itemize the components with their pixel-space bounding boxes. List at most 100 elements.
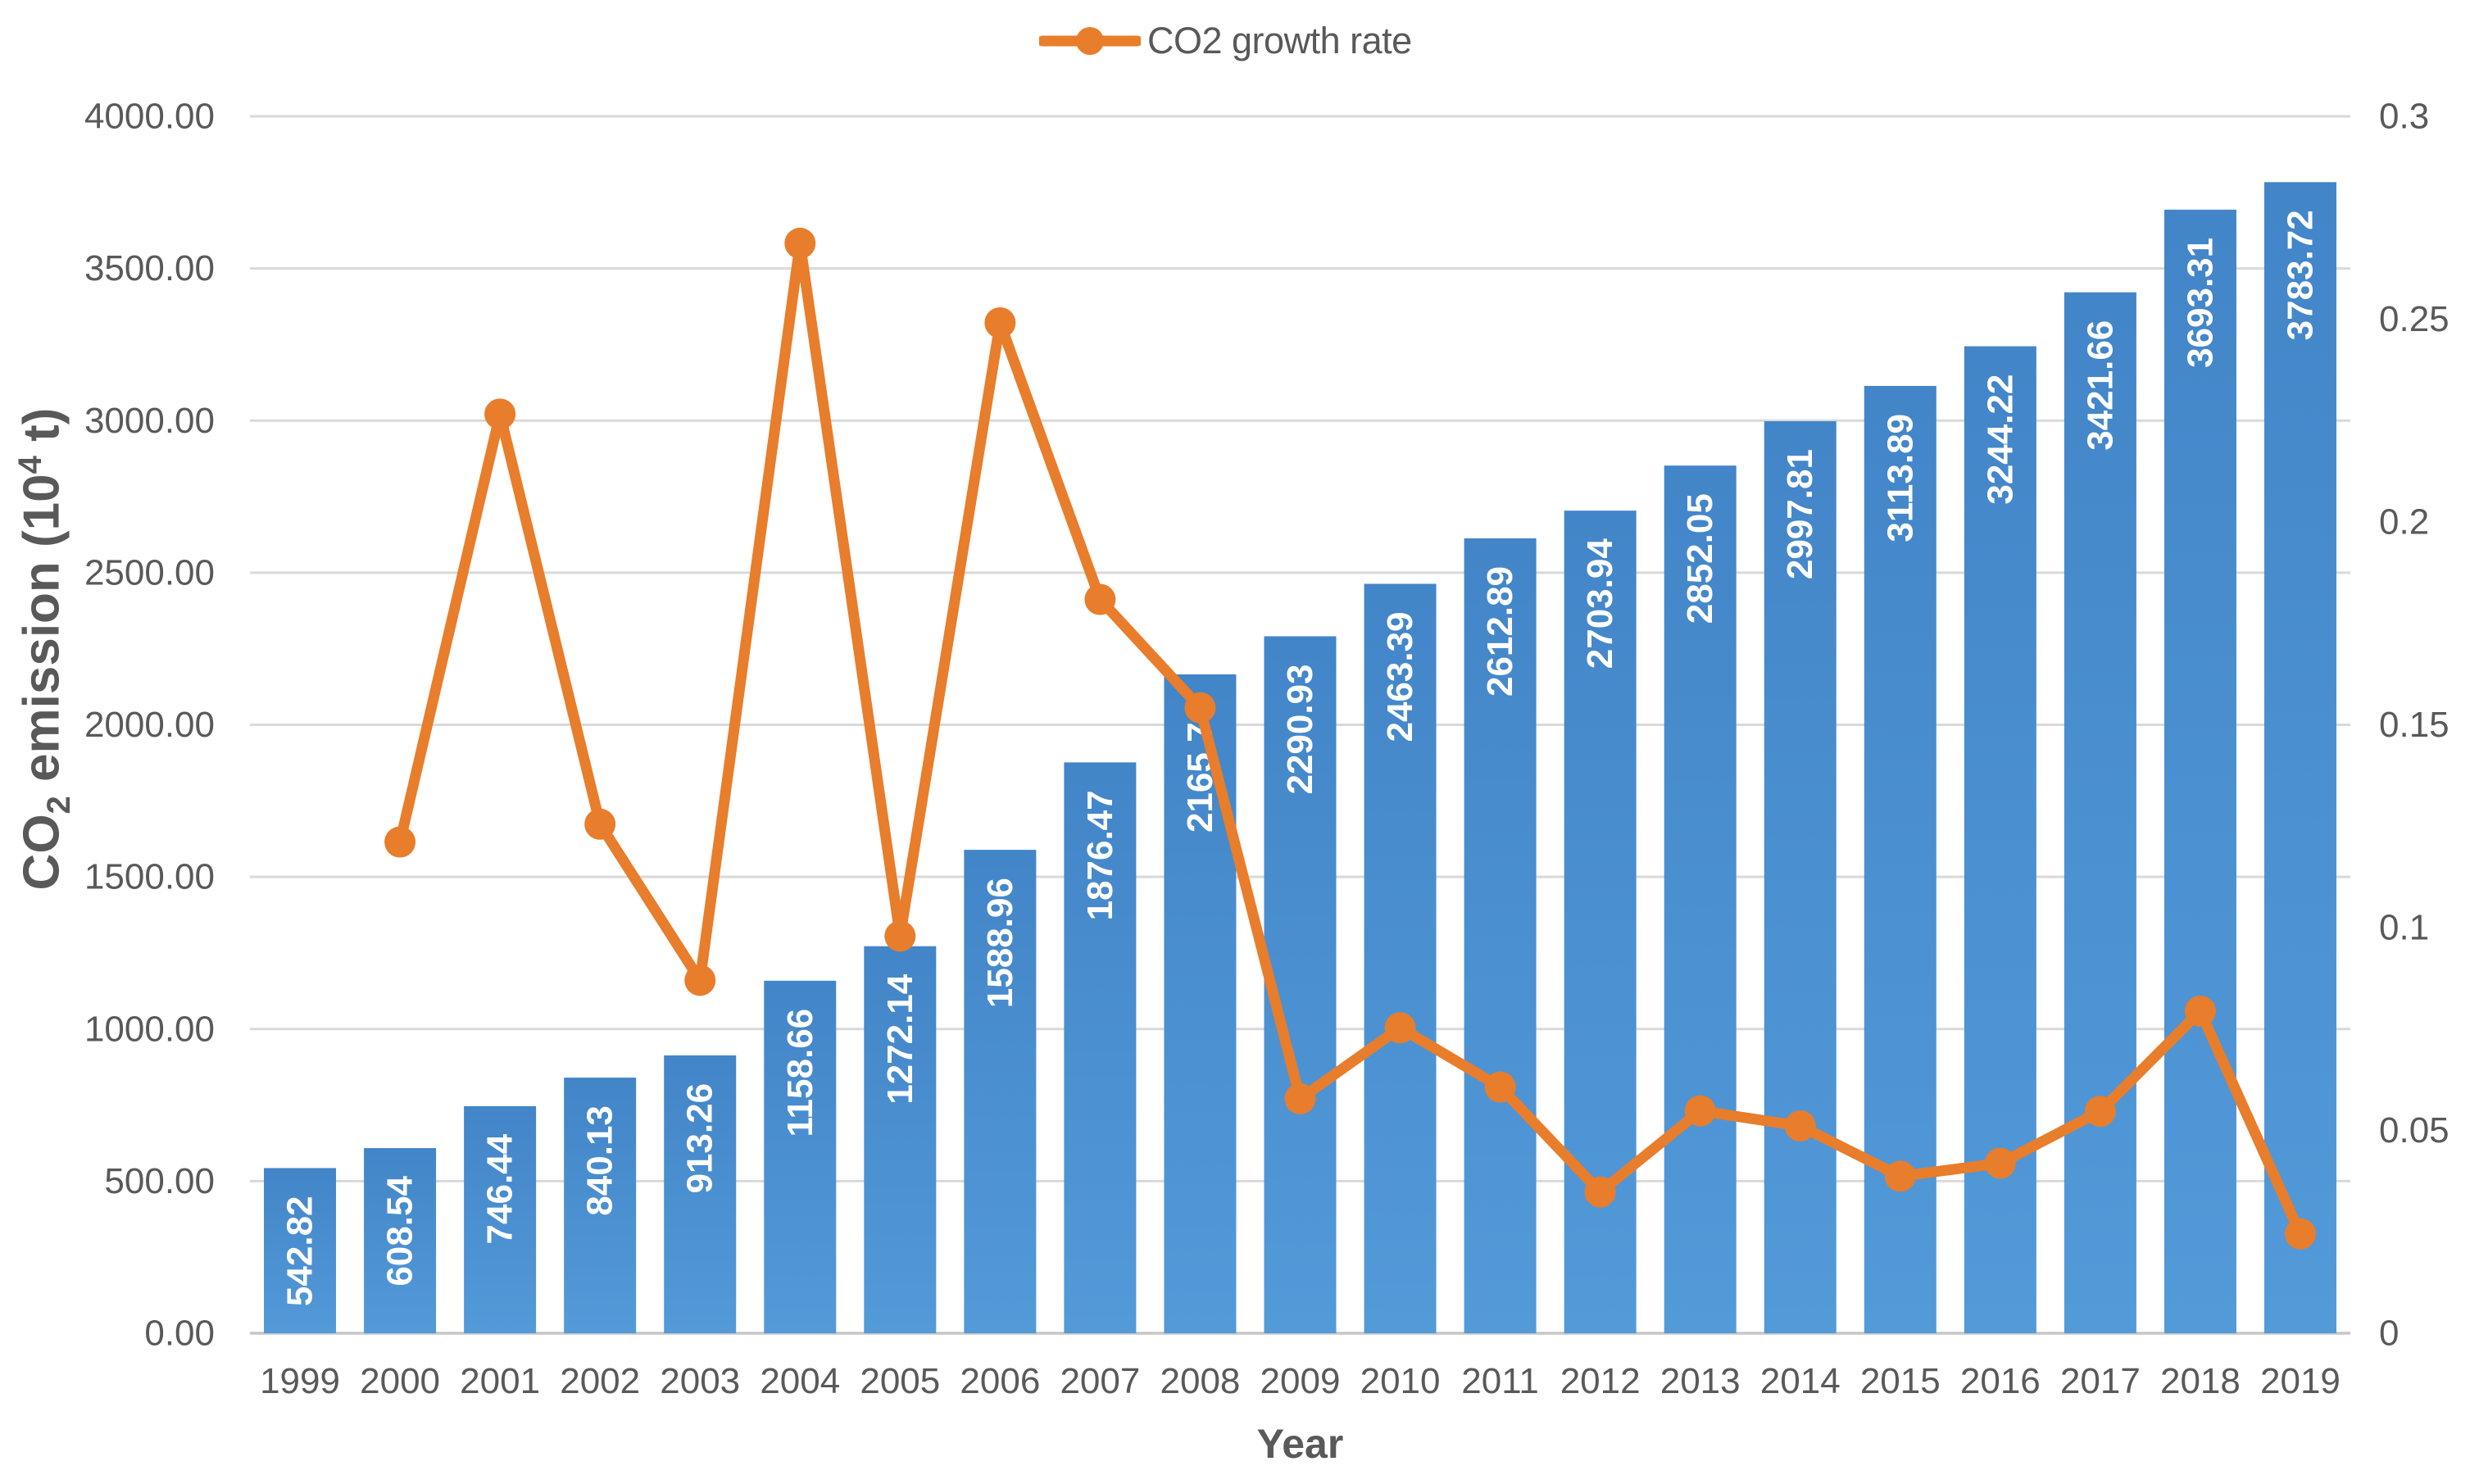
bar-label-2015: 3113.89 [1880,414,1920,542]
bar-label-2004: 1158.66 [780,1009,820,1137]
bar-label-2001: 746.44 [480,1133,520,1244]
bar-2002 [564,1078,637,1333]
growth-rate-marker [1384,1012,1416,1044]
growth-rate-marker [584,808,616,840]
bar-2019 [2263,182,2336,1333]
bar-label-2016: 3244.22 [1980,374,2020,505]
y-right-tick-label: 0.3 [2379,97,2429,137]
bar-label-2003: 913.26 [680,1083,720,1194]
growth-rate-marker [984,306,1016,338]
growth-rate-marker [784,227,816,259]
growth-rate-marker [1684,1095,1716,1127]
y-left-tick-label: 0.00 [144,1314,215,1354]
bar-label-2010: 2463.39 [1380,611,1420,742]
bar-label-2018: 3693.31 [2180,238,2220,368]
y-right-tick-label: 0.2 [2379,502,2429,542]
y-right-tick-label: 0.1 [2379,908,2429,948]
y-left-tick-label: 4000.00 [84,97,215,137]
x-tick-label-2008: 2008 [1160,1361,1241,1401]
bar-label-2007: 1876.47 [1080,790,1120,920]
growth-rate-marker [884,920,916,952]
x-tick-label-2014: 2014 [1760,1361,1841,1401]
x-tick-label-2004: 2004 [760,1361,840,1401]
legend-line-marker-icon [1039,27,1141,55]
growth-rate-marker [1484,1071,1516,1103]
growth-rate-marker [2284,1218,2316,1250]
y-left-tick-label: 1500.00 [84,857,215,897]
x-tick-label-2013: 2013 [1660,1361,1741,1401]
bar-label-2000: 608.54 [380,1176,420,1287]
bar-label-2019: 3783.72 [2280,210,2320,340]
bar-label-2012: 2703.94 [1580,538,1620,669]
bar-label-2017: 3421.66 [2080,320,2120,451]
x-tick-label-2019: 2019 [2260,1361,2341,1401]
legend-label: CO2 growth rate [1147,20,1412,61]
x-tick-label-2011: 2011 [1461,1361,1539,1401]
y-left-tick-label: 3000.00 [84,401,215,441]
bar-2006 [964,850,1037,1333]
legend: CO2 growth rate [1039,15,1412,67]
bar-label-2006: 1588.96 [980,878,1020,1008]
bar-2011 [1464,538,1537,1333]
x-tick-label-2007: 2007 [1060,1361,1140,1401]
x-tick-label-2016: 2016 [1960,1361,2041,1401]
x-tick-label-2010: 2010 [1360,1361,1441,1401]
x-tick-label-2002: 2002 [560,1361,640,1401]
y-left-tick-label: 500.00 [104,1161,215,1201]
growth-rate-marker [684,964,716,996]
growth-rate-marker [1284,1082,1316,1114]
bar-2004 [764,980,837,1333]
y-left-tick-label: 2500.00 [84,552,215,592]
bar-label-2014: 2997.81 [1780,449,1820,579]
bar-2017 [2064,292,2136,1333]
x-tick-label-2000: 2000 [360,1361,440,1401]
bar-2018 [2164,209,2236,1334]
growth-rate-marker [2184,995,2216,1027]
growth-rate-marker [484,398,516,430]
bar-2001 [464,1105,537,1333]
bar-2013 [1664,465,1737,1333]
growth-rate-marker [1184,692,1216,724]
y-right-tick-label: 0 [2379,1314,2399,1354]
bar-2010 [1364,583,1437,1333]
growth-rate-line [394,238,2306,1240]
x-tick-label-2009: 2009 [1260,1361,1341,1401]
bar-label-1999: 542.82 [280,1196,320,1306]
bar-label-2011: 2612.89 [1480,566,1520,697]
y-right-tick-label: 0.25 [2379,299,2450,339]
x-tick-label-2012: 2012 [1560,1361,1641,1401]
x-tick-label-2018: 2018 [2160,1361,2241,1401]
bar-label-2009: 2290.93 [1280,664,1320,794]
y-right-tick-label: 0.05 [2379,1110,2450,1150]
growth-rate-marker [384,826,416,858]
x-tick-label-2006: 2006 [960,1361,1040,1401]
bar-label-2005: 1272.14 [880,973,920,1105]
x-tick-label-2017: 2017 [2060,1361,2141,1401]
growth-rate-marker [1784,1110,1816,1142]
x-tick-label-1999: 1999 [260,1361,340,1401]
growth-rate-marker [2084,1096,2116,1128]
x-axis-title: Year [1256,1421,1344,1467]
x-tick-label-2001: 2001 [460,1361,540,1401]
y-left-tick-label: 3500.00 [84,248,215,288]
bar-2003 [664,1055,737,1333]
bar-2000 [364,1148,437,1333]
bar-2005 [864,946,937,1333]
y-right-tick-label: 0.15 [2379,705,2450,745]
x-tick-label-2005: 2005 [860,1361,940,1401]
growth-rate-marker [1584,1176,1616,1208]
bar-2014 [1764,421,1837,1334]
growth-rate-marker [1084,583,1116,615]
bar-2007 [1064,762,1137,1333]
x-tick-label-2003: 2003 [660,1361,740,1401]
growth-rate-marker [1884,1160,1916,1192]
bar-label-2002: 840.13 [580,1105,620,1216]
growth-rate-marker [1984,1147,2016,1179]
bar-1999 [264,1168,337,1333]
bar-label-2013: 2852.05 [1680,493,1720,624]
y-left-tick-label: 2000.00 [84,705,215,745]
x-tick-label-2015: 2015 [1860,1361,1941,1401]
y-left-tick-label: 1000.00 [84,1009,215,1049]
